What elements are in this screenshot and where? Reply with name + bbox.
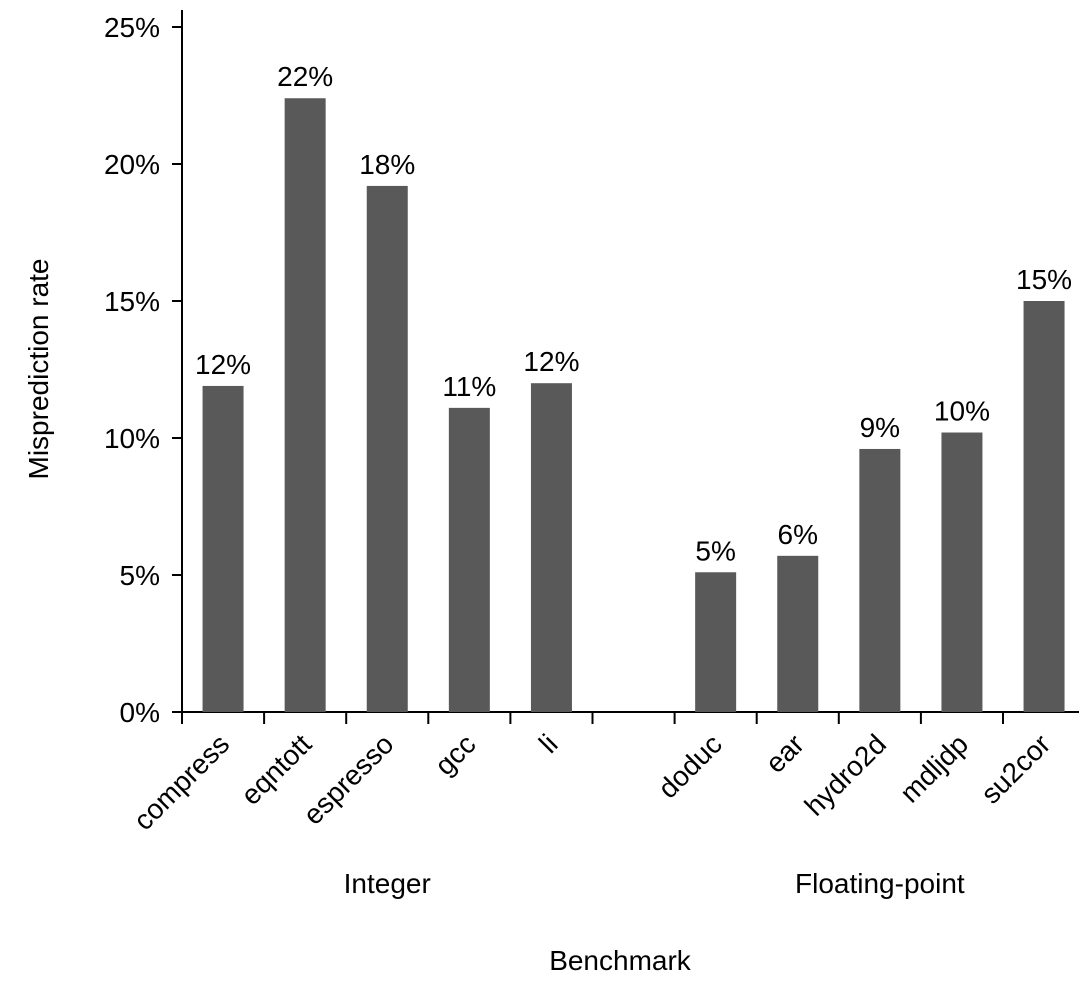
data-label: 5% [695, 535, 735, 566]
x-tick-label: mdljdp [894, 728, 974, 808]
y-tick-label: 20% [104, 149, 160, 180]
bar [202, 385, 244, 712]
data-label: 15% [1016, 264, 1072, 295]
data-label: 11% [442, 371, 496, 402]
group-labels: Integer Floating-point [344, 868, 965, 899]
y-tick-label: 5% [120, 560, 160, 591]
data-label: 12% [523, 346, 579, 377]
bars [202, 98, 1065, 713]
y-tick-label: 15% [104, 286, 160, 317]
group-label: Floating-point [795, 868, 965, 899]
group-label: Integer [344, 868, 431, 899]
y-tick-label: 0% [120, 697, 160, 728]
data-label: 10% [934, 396, 990, 427]
bar [1023, 301, 1065, 712]
x-axis [181, 711, 1079, 724]
x-tick-label: ear [759, 728, 810, 779]
x-tick-label: gcc [429, 728, 482, 781]
y-tick-label: 25% [104, 12, 160, 43]
bar [530, 383, 572, 712]
bar-labels: 12% 22% 18% 11% 12% 5% 6% 9% 10% 15% [195, 61, 1072, 566]
bar [941, 432, 983, 712]
x-tick-label: li [533, 728, 564, 759]
bar [284, 98, 326, 713]
data-label: 22% [277, 61, 333, 92]
data-label: 9% [860, 412, 900, 443]
y-tick-label: 10% [104, 423, 160, 454]
bar [448, 407, 490, 712]
data-label: 6% [778, 519, 818, 550]
x-tick-label: hydro2d [799, 728, 892, 821]
y-axis: 0% 5% 10% 15% 20% 25% [104, 10, 183, 728]
data-label: 12% [195, 349, 251, 380]
x-tick-label: espresso [297, 728, 399, 830]
x-tick-label: eqntott [235, 728, 318, 811]
x-tick-label: doduc [652, 728, 728, 804]
bar [695, 572, 737, 712]
bar [777, 555, 819, 712]
bar [366, 185, 408, 713]
x-tick-label: compress [128, 728, 236, 836]
y-axis-title: Misprediction rate [23, 259, 54, 480]
x-tick-label: su2cor [975, 728, 1056, 809]
bar [859, 448, 901, 712]
data-label: 18% [359, 149, 415, 180]
x-axis-title: Benchmark [549, 945, 692, 976]
